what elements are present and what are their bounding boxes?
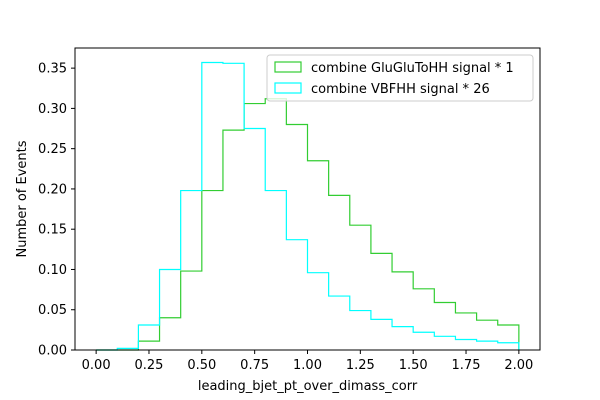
- x-tick-label: 0.50: [187, 358, 216, 373]
- y-axis: 0.00 0.05 0.10 0.15 0.20 0.25 0.30 0.35: [38, 62, 75, 359]
- y-tick-label: 0.10: [38, 263, 67, 278]
- legend-swatch: [274, 61, 302, 73]
- legend: combine GluGluToHH signal * 1 combine VBF…: [266, 54, 534, 102]
- x-tick-label: 1.75: [452, 358, 481, 373]
- y-tick-label: 0.30: [38, 102, 67, 117]
- legend-entry-label: combine GluGluToHH signal * 1: [311, 61, 514, 76]
- x-axis-label: leading_bjet_pt_over_dimass_corr: [198, 379, 418, 394]
- x-tick-label: 2.00: [504, 358, 533, 373]
- x-tick-label: 0.75: [240, 358, 269, 373]
- y-axis-label: Number of Events: [15, 140, 30, 257]
- y-tick-label: 0.25: [38, 142, 67, 157]
- y-tick-label: 0.20: [38, 182, 67, 197]
- y-tick-label: 0.35: [38, 62, 67, 77]
- y-tick-label: 0.15: [38, 223, 67, 238]
- series-1-histogram-line: [96, 61, 520, 351]
- series-layer: [96, 61, 520, 351]
- x-tick-label: 1.25: [346, 358, 375, 373]
- legend-frame: [266, 54, 534, 102]
- y-tick-label: 0.05: [38, 303, 67, 318]
- y-tick-label: 0.00: [38, 344, 67, 359]
- legend-swatch: [274, 82, 302, 94]
- series-0-histogram-line: [96, 98, 520, 351]
- x-tick-label: 0.00: [82, 358, 111, 373]
- legend-entry-label: combine VBFHH signal * 26: [311, 82, 490, 97]
- x-tick-label: 1.50: [399, 358, 428, 373]
- x-tick-label: 0.25: [135, 358, 164, 373]
- x-tick-label: 1.00: [293, 358, 322, 373]
- x-axis: 0.00 0.25 0.50 0.75 1.00 1.25 1.50 1.75 2.00: [82, 350, 533, 373]
